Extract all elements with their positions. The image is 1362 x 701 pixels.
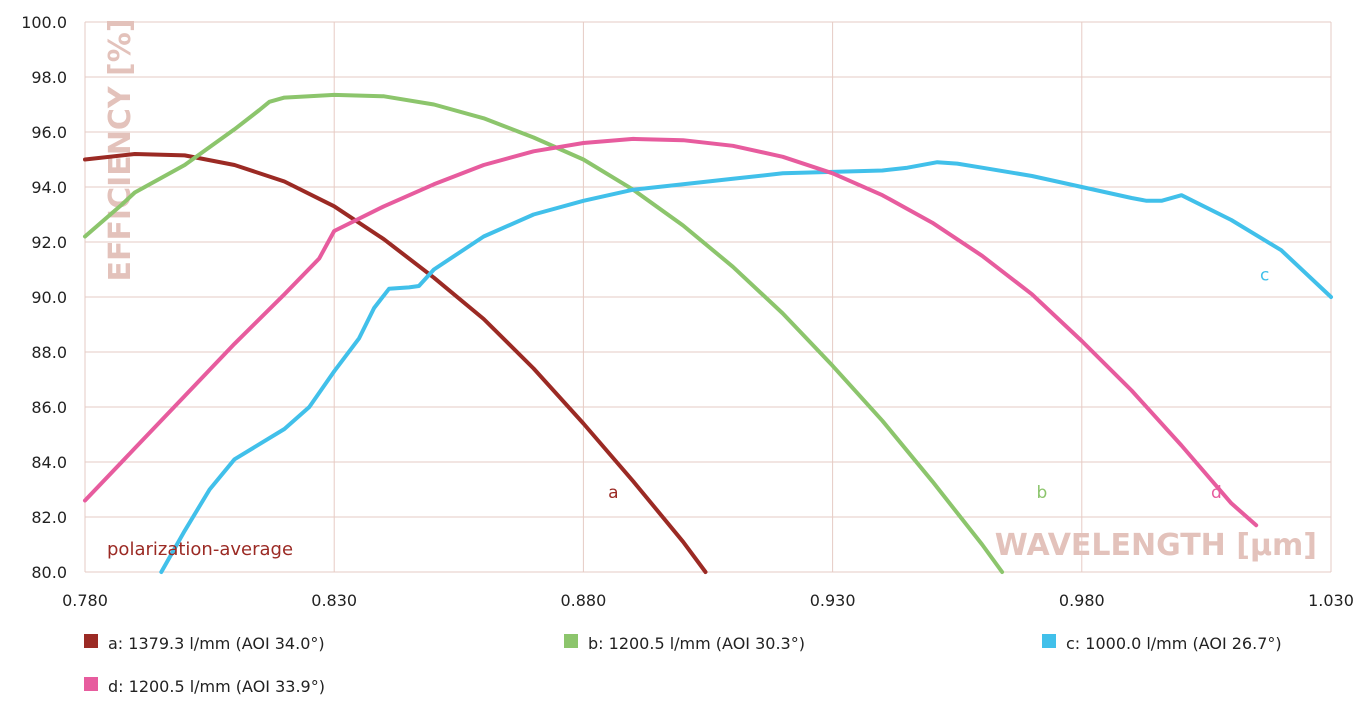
curve-label-a: a	[608, 483, 618, 503]
legend-label-b: b: 1200.5 l/mm (AOI 30.3°)	[588, 634, 805, 653]
y-tick-label: 86.0	[31, 398, 67, 417]
y-tick-label: 96.0	[31, 123, 67, 142]
y-tick-label: 88.0	[31, 343, 67, 362]
legend-label-a: a: 1379.3 l/mm (AOI 34.0°)	[108, 634, 325, 653]
legend: a: 1379.3 l/mm (AOI 34.0°) b: 1200.5 l/mm…	[84, 634, 1282, 696]
y-tick-label: 80.0	[31, 563, 67, 582]
curve-label-d: d	[1211, 483, 1222, 503]
y-tick-label: 84.0	[31, 453, 67, 472]
x-tick-label: 0.830	[311, 591, 357, 610]
legend-swatch-c	[1042, 634, 1056, 648]
curve-label-c: c	[1260, 266, 1269, 286]
legend-label-c: c: 1000.0 l/mm (AOI 26.7°)	[1066, 634, 1282, 653]
series-line-c	[159, 160, 1333, 574]
y-tick-label: 94.0	[31, 178, 67, 197]
grid	[84, 21, 1332, 573]
y-tick-label: 90.0	[31, 288, 67, 307]
y-tick-label: 98.0	[31, 68, 67, 87]
legend-swatch-a	[84, 634, 98, 648]
x-tick-label: 0.980	[1059, 591, 1105, 610]
curve-labels: a b c d	[608, 266, 1269, 503]
polarization-note: polarization-average	[107, 539, 293, 560]
x-tick-label: 1.030	[1308, 591, 1354, 610]
x-tick-label: 0.930	[810, 591, 856, 610]
series-line-d	[83, 136, 1259, 528]
curve-label-b: b	[1037, 483, 1048, 503]
series-lines	[83, 92, 1333, 574]
y-axis-ticks: 80.0 82.0 84.0 86.0 88.0 90.0 92.0 94.0 96.0 98.0…	[21, 13, 67, 582]
x-axis-ticks: 0.780 0.830 0.880 0.930 0.980 1.030	[62, 591, 1354, 610]
y-axis-title: EFFICIENCY [%]	[103, 18, 138, 281]
y-tick-label: 100.0	[21, 13, 67, 32]
series-line-a	[83, 152, 708, 574]
legend-swatch-b	[564, 634, 578, 648]
legend-swatch-d	[84, 677, 98, 691]
legend-label-d: d: 1200.5 l/mm (AOI 33.9°)	[108, 677, 325, 696]
x-axis-title: WAVELENGTH [µm]	[995, 528, 1317, 563]
y-tick-label: 82.0	[31, 508, 67, 527]
x-tick-label: 0.780	[62, 591, 108, 610]
x-tick-label: 0.880	[560, 591, 606, 610]
series-line-b	[83, 92, 1005, 574]
y-tick-label: 92.0	[31, 233, 67, 252]
